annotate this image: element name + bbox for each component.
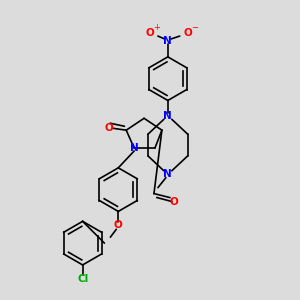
Text: O: O xyxy=(169,196,178,206)
Text: −: − xyxy=(191,22,198,32)
Text: O: O xyxy=(146,28,154,38)
Text: Cl: Cl xyxy=(77,274,88,284)
Text: O: O xyxy=(104,123,113,133)
Text: +: + xyxy=(154,22,160,32)
Text: N: N xyxy=(130,143,139,153)
Text: N: N xyxy=(164,169,172,179)
Text: N: N xyxy=(164,36,172,46)
Text: N: N xyxy=(164,111,172,121)
Text: O: O xyxy=(183,28,192,38)
Text: O: O xyxy=(114,220,123,230)
